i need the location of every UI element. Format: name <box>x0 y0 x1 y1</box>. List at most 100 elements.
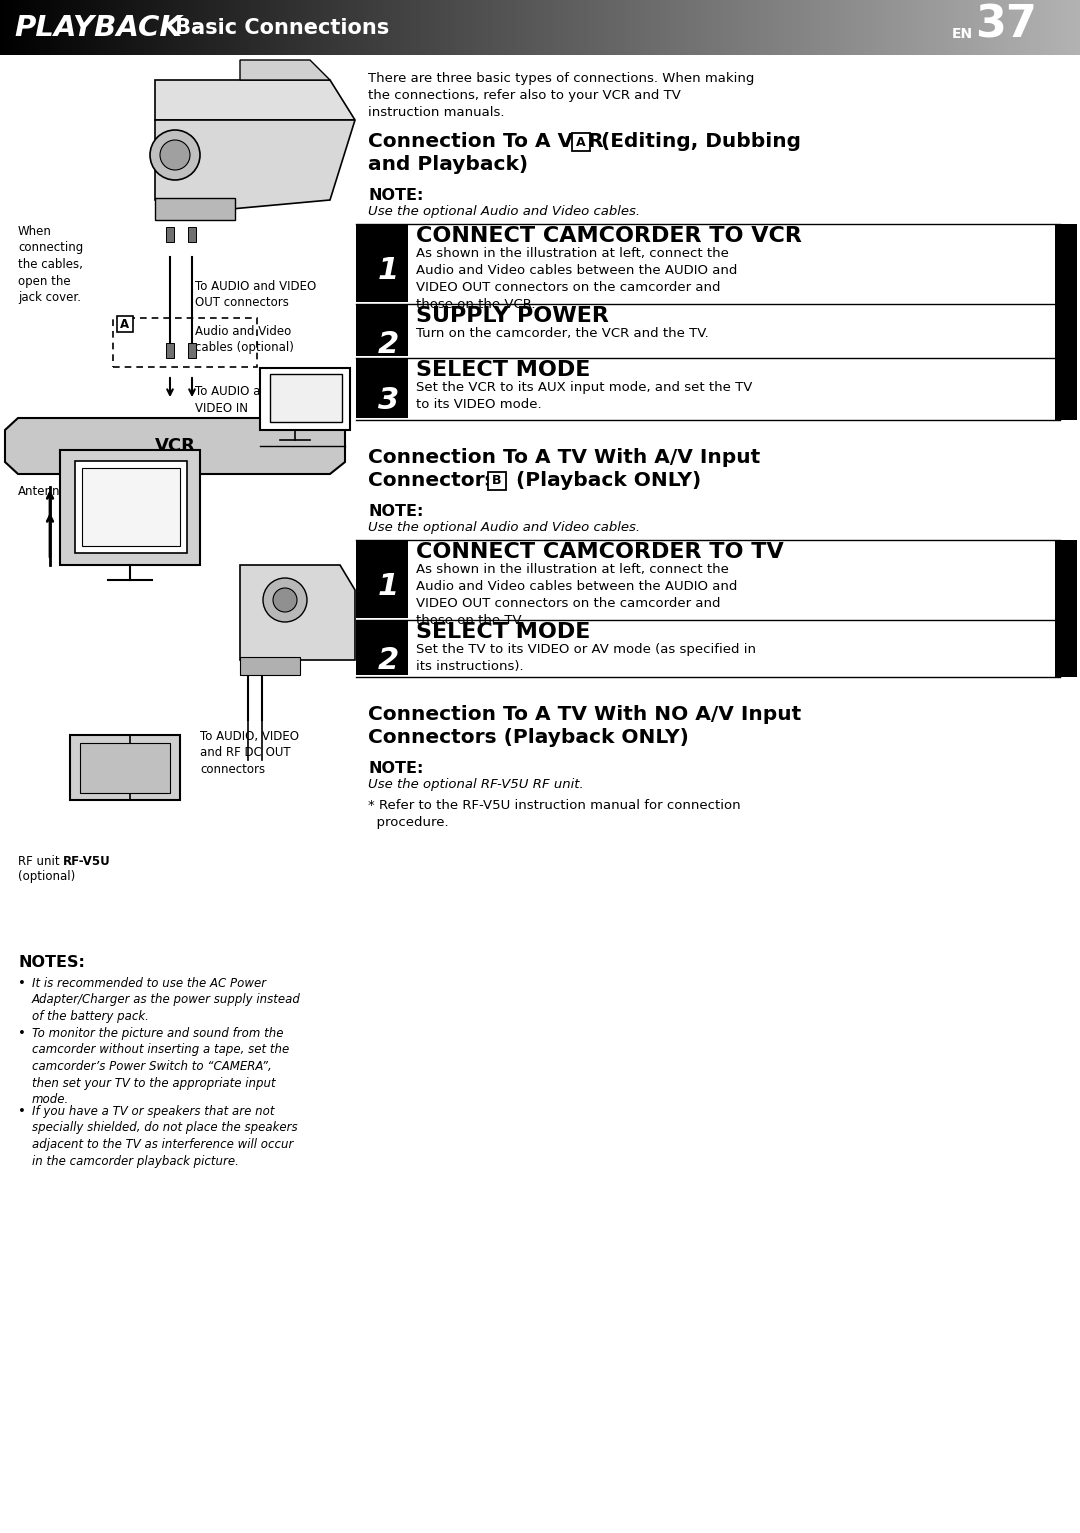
Bar <box>734 0 739 55</box>
Bar <box>76 0 80 55</box>
Bar <box>188 227 195 242</box>
Bar <box>875 0 879 55</box>
Text: Basic Connections: Basic Connections <box>168 17 389 37</box>
Bar <box>677 0 681 55</box>
Bar <box>360 0 365 55</box>
Bar <box>483 0 487 55</box>
Bar <box>497 0 501 55</box>
Bar <box>176 0 181 55</box>
Text: Use the optional Audio and Video cables.: Use the optional Audio and Video cables. <box>368 521 640 533</box>
Bar <box>980 0 984 55</box>
Bar <box>256 0 260 55</box>
Text: (Editing, Dubbing: (Editing, Dubbing <box>594 132 801 150</box>
Bar <box>165 0 171 55</box>
Bar <box>861 0 865 55</box>
Bar <box>504 0 509 55</box>
Bar <box>910 0 916 55</box>
Bar <box>1055 540 1077 678</box>
Bar <box>1037 0 1041 55</box>
Bar <box>972 0 976 55</box>
Bar <box>36 0 41 55</box>
Bar <box>208 0 214 55</box>
Text: Connectors: Connectors <box>368 471 503 491</box>
Bar <box>634 0 638 55</box>
Bar <box>111 0 117 55</box>
Text: (Playback ONLY): (Playback ONLY) <box>509 471 701 491</box>
Bar <box>489 0 495 55</box>
Bar <box>335 0 339 55</box>
Bar <box>281 0 285 55</box>
Bar <box>853 0 858 55</box>
Text: EN: EN <box>951 26 973 40</box>
Text: Turn on the camcorder, the VCR and the TV.: Turn on the camcorder, the VCR and the T… <box>416 327 708 340</box>
Bar <box>446 0 451 55</box>
Bar <box>248 0 253 55</box>
Text: VCR: VCR <box>154 437 195 455</box>
Bar <box>500 0 505 55</box>
Bar <box>842 0 847 55</box>
Text: Connectors (Playback ONLY): Connectors (Playback ONLY) <box>368 728 689 747</box>
Bar <box>616 0 620 55</box>
Text: 1: 1 <box>378 256 400 285</box>
Bar <box>929 0 933 55</box>
Bar <box>403 0 408 55</box>
Bar <box>684 0 689 55</box>
Bar <box>259 0 264 55</box>
FancyBboxPatch shape <box>488 472 507 491</box>
Bar <box>1044 0 1049 55</box>
Polygon shape <box>5 419 345 474</box>
Text: Set the VCR to its AUX input mode, and set the TV
to its VIDEO mode.: Set the VCR to its AUX input mode, and s… <box>416 382 753 411</box>
Bar <box>429 0 433 55</box>
Text: Connection To A VCR: Connection To A VCR <box>368 132 604 150</box>
Bar <box>1015 0 1020 55</box>
Bar <box>796 0 800 55</box>
Text: 2: 2 <box>378 330 400 359</box>
Text: 3: 3 <box>378 386 400 415</box>
Bar <box>850 0 854 55</box>
Bar <box>72 0 77 55</box>
Bar <box>558 0 563 55</box>
Bar <box>824 0 829 55</box>
Bar <box>781 0 786 55</box>
Bar <box>356 224 408 302</box>
Bar <box>1001 0 1005 55</box>
Bar <box>623 0 627 55</box>
Bar <box>889 0 894 55</box>
Bar <box>472 0 476 55</box>
Text: and Playback): and Playback) <box>368 155 528 175</box>
Bar <box>364 0 368 55</box>
Polygon shape <box>240 566 355 661</box>
Bar <box>270 374 342 422</box>
Bar <box>82 468 180 546</box>
Bar <box>108 0 112 55</box>
Bar <box>1048 0 1052 55</box>
Bar <box>835 0 840 55</box>
Bar <box>969 0 973 55</box>
Bar <box>785 0 789 55</box>
Bar <box>83 0 87 55</box>
Bar <box>918 0 922 55</box>
Bar <box>302 0 307 55</box>
Bar <box>400 0 404 55</box>
Text: RF-V5U: RF-V5U <box>63 855 111 868</box>
Bar <box>756 0 760 55</box>
Bar <box>494 0 498 55</box>
Text: •: • <box>18 1105 26 1118</box>
Bar <box>324 0 328 55</box>
Bar <box>807 0 811 55</box>
Bar <box>356 0 361 55</box>
Bar <box>133 0 138 55</box>
Bar <box>396 0 401 55</box>
Bar <box>241 0 246 55</box>
Bar <box>532 0 538 55</box>
Bar <box>62 0 66 55</box>
Bar <box>799 0 804 55</box>
Bar <box>742 0 746 55</box>
Bar <box>947 0 951 55</box>
Bar <box>540 0 544 55</box>
Text: It is recommended to use the AC Power
Adapter/Charger as the power supply instea: It is recommended to use the AC Power Ad… <box>32 977 301 1023</box>
Bar <box>278 0 282 55</box>
Bar <box>65 0 69 55</box>
Bar <box>100 0 106 55</box>
Bar <box>896 0 901 55</box>
